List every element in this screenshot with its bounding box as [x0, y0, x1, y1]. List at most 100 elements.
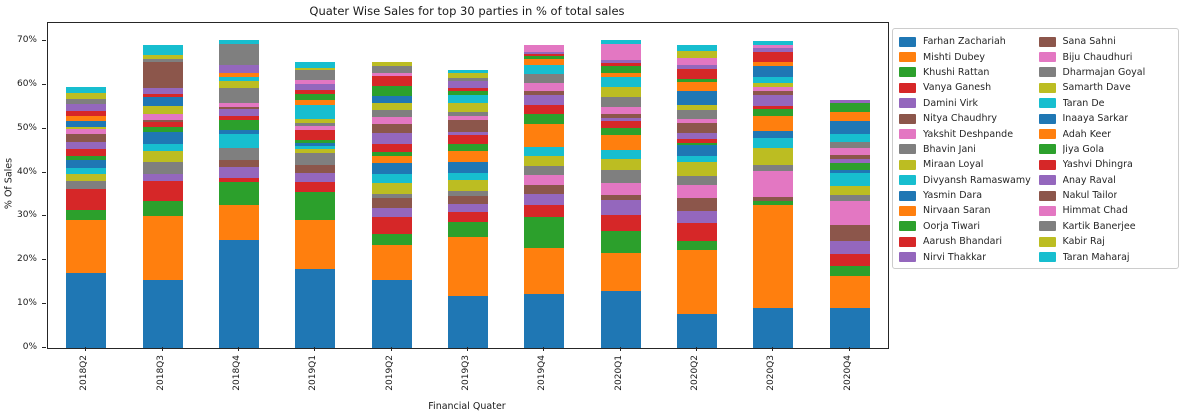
- legend-swatch-icon: [1038, 52, 1056, 63]
- bar-segment-2019Q4-16: [524, 91, 565, 95]
- bar-segment-2020Q4-23: [829, 102, 870, 113]
- bar-segment-2020Q2-15: [677, 133, 718, 140]
- legend-swatch-icon: [899, 129, 916, 140]
- bar-segment-2019Q4-23: [524, 55, 565, 59]
- bar-segment-2020Q1-1: [600, 290, 641, 348]
- y-tick-label: 60%: [16, 78, 37, 89]
- x-tick-mark: [161, 347, 163, 351]
- x-tick-label: 2019Q4: [537, 355, 548, 391]
- bar-segment-2019Q2-15: [371, 132, 412, 144]
- bar-segment-2019Q3-16: [448, 119, 488, 132]
- bar-segment-2019Q2-21: [371, 95, 412, 103]
- legend-swatch-icon: [899, 98, 916, 109]
- bar-segment-2020Q4-8: [829, 194, 870, 201]
- legend-label: Taran Maharaj: [1062, 251, 1130, 263]
- x-tick-label: 2018Q4: [231, 355, 242, 391]
- bar-segment-2019Q2-19: [371, 102, 412, 110]
- legend-label: Nirvaan Saran: [923, 205, 991, 217]
- bar-segment-2020Q2-11: [677, 145, 718, 157]
- bar-segment-2020Q3-9: [753, 148, 794, 165]
- legend-label: Nitya Chaudhry: [923, 113, 998, 125]
- chart-title: Quater Wise Sales for top 30 parties in …: [309, 4, 625, 18]
- bar-segment-2019Q2-11: [371, 163, 412, 175]
- legend-label: Farhan Zachariah: [923, 36, 1006, 48]
- bar-segment-2018Q4-13: [218, 119, 259, 131]
- bar-segment-2020Q2-22: [677, 81, 718, 91]
- y-tick-label: 40%: [16, 166, 37, 177]
- bar-segment-2019Q4-24: [524, 53, 565, 56]
- bar-segment-2019Q1-27: [295, 79, 336, 84]
- legend-label: Samarth Dave: [1062, 82, 1131, 94]
- legend-label: Taran De: [1062, 97, 1105, 109]
- bar-segment-2019Q1-23: [295, 93, 336, 100]
- bar-segment-2018Q4-17: [218, 103, 259, 107]
- bar-segment-2018Q3-26: [142, 61, 183, 89]
- legend-entry: Biju Chaudhuri: [1038, 49, 1175, 64]
- bar-segment-2020Q4-7: [829, 200, 870, 225]
- bar-segment-2020Q2-14: [677, 139, 718, 144]
- legend-swatch-icon: [899, 52, 916, 63]
- bar-segment-2020Q2-8: [677, 175, 718, 185]
- bar-segment-2019Q4-4: [524, 205, 565, 218]
- legend-swatch-icon: [899, 190, 916, 201]
- legend-label: Kabir Raj: [1062, 236, 1105, 248]
- legend-label: Oorja Tiwari: [923, 220, 980, 232]
- bar-segment-2019Q4-3: [524, 217, 565, 248]
- bar-segment-2018Q2-3: [66, 209, 107, 220]
- bar-segment-2020Q1-7: [600, 183, 641, 196]
- legend-swatch-icon: [1038, 159, 1056, 170]
- bar-segment-2020Q1-18: [600, 96, 641, 107]
- bar-segment-2018Q3-5: [142, 173, 183, 182]
- bar-segment-2018Q4-2: [218, 204, 259, 240]
- bar-segment-2020Q2-24: [677, 68, 718, 79]
- legend-label: Nirvi Thakkar: [923, 251, 987, 263]
- bar-segment-2020Q2-23: [677, 78, 718, 82]
- bar-segment-2020Q4-13: [829, 163, 870, 170]
- bar-segment-2018Q3-2: [142, 215, 183, 281]
- legend-entry: Dharmajan Goyal: [1038, 65, 1175, 80]
- bar-segment-2020Q2-29: [677, 50, 718, 58]
- bar-segment-2019Q3-3: [448, 222, 488, 238]
- bar-segment-2019Q4-7: [524, 174, 565, 185]
- bar-segment-2018Q4-28: [218, 43, 259, 66]
- legend-entry: Kartik Banerjee: [1038, 219, 1175, 234]
- bar-segment-2019Q2-17: [371, 116, 412, 124]
- legend-label: Miraan Loyal: [923, 159, 984, 171]
- bar-segment-2018Q2-14: [66, 149, 107, 156]
- legend-swatch-icon: [1038, 67, 1056, 78]
- legend-swatch-icon: [1038, 98, 1056, 109]
- bar-segment-2018Q2-2: [66, 219, 107, 273]
- bar-segment-2019Q2-10: [371, 174, 412, 184]
- plot-area: [47, 22, 889, 349]
- bar-segment-2019Q1-14: [295, 129, 336, 140]
- bar-segment-2020Q3-6: [753, 196, 794, 201]
- legend-entry: Khushi Rattan: [899, 65, 1035, 80]
- bar-segment-2019Q3-18: [448, 112, 488, 116]
- bar-segment-2018Q4-15: [218, 108, 259, 117]
- bar-segment-2020Q1-3: [600, 231, 641, 253]
- bar-segment-2019Q3-1: [448, 295, 488, 348]
- legend-entry: Mishti Dubey: [899, 49, 1035, 64]
- bar-segment-2020Q1-15: [600, 117, 641, 121]
- bar-segment-2020Q2-6: [677, 198, 718, 212]
- y-tick-label: 70%: [16, 34, 37, 45]
- bar-segment-2018Q2-9: [66, 173, 107, 182]
- bar-segment-2019Q3-24: [448, 88, 488, 92]
- bar-segment-2020Q2-2: [677, 249, 718, 314]
- bar-segment-2019Q2-6: [371, 198, 412, 209]
- x-axis-label: Financial Quater: [428, 401, 506, 412]
- legend-label: Aarush Bhandari: [923, 236, 1003, 248]
- bar-segment-2019Q2-4: [371, 217, 412, 234]
- x-tick-mark: [848, 347, 850, 351]
- bar-segment-2019Q4-27: [524, 45, 565, 52]
- bar-segment-2020Q2-4: [677, 223, 718, 242]
- legend-swatch-icon: [899, 252, 916, 263]
- legend-entry: Adah Keer: [1038, 126, 1175, 141]
- bar-segment-2020Q1-14: [600, 120, 641, 128]
- bar-segment-2019Q4-18: [524, 73, 565, 83]
- legend-label: Adah Keer: [1062, 128, 1112, 140]
- bar-segment-2018Q2-8: [66, 181, 107, 189]
- bar-segment-2019Q3-9: [448, 179, 488, 192]
- bar-segment-2018Q2-4: [66, 188, 107, 210]
- bar-segment-2019Q1-4: [295, 182, 336, 193]
